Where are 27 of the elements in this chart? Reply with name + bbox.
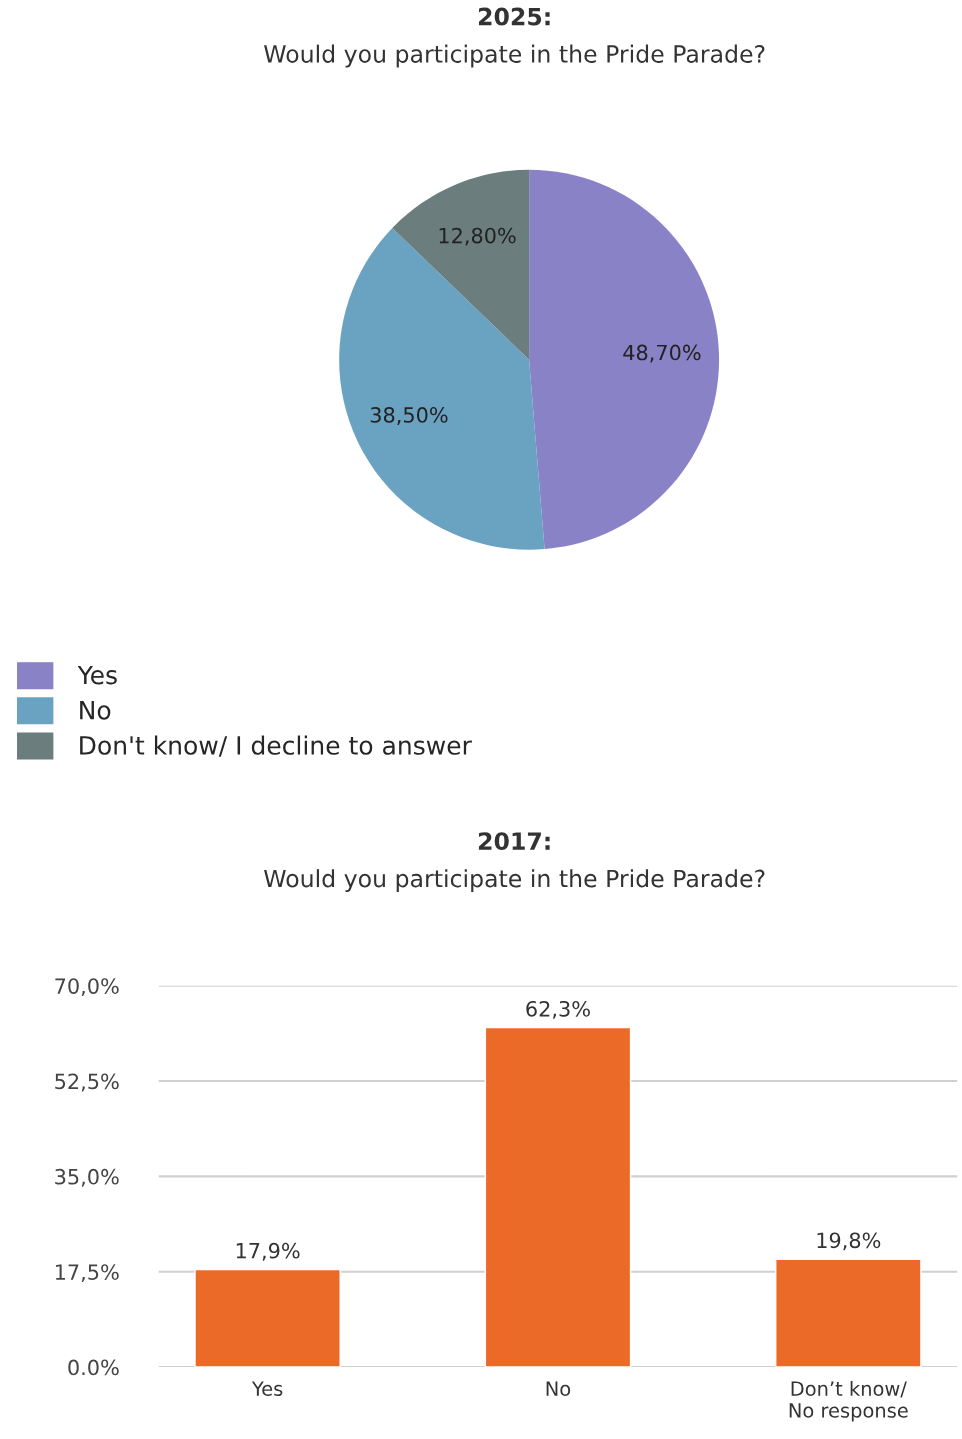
data-label: 17,9%	[236, 1242, 300, 1261]
data-label: 38,50%	[370, 407, 448, 425]
y-tick-label: 70,0%	[55, 978, 119, 997]
y-tick-label: 52,5%	[55, 1073, 119, 1092]
pie-slice	[529, 169, 719, 550]
chart-title: 2017:	[478, 832, 550, 851]
chart-subtitle: Would you participate in the Pride Parade?	[264, 44, 765, 68]
bar	[775, 1258, 922, 1368]
chart-subtitle: Would you participate in the Pride Parade?	[264, 869, 765, 893]
data-label: 62,3%	[526, 1000, 590, 1019]
y-tick-label: 35,0%	[55, 1168, 119, 1187]
y-tick-label: 17,5%	[55, 1264, 119, 1283]
x-tick-label: Don’t know/ No response	[789, 1380, 908, 1422]
data-label: 48,70%	[623, 344, 701, 363]
bar	[484, 1026, 632, 1368]
bar	[194, 1268, 341, 1368]
pie-slice	[339, 227, 545, 550]
x-tick-label: No	[546, 1381, 571, 1396]
y-tick-label: 0.0%	[68, 1359, 119, 1376]
legend-label: Yes	[77, 665, 117, 685]
data-label: 19,8%	[817, 1232, 881, 1251]
chart-title: 2025:	[478, 7, 550, 26]
data-label: 12,80%	[439, 227, 516, 246]
x-tick-label: Yes	[251, 1381, 283, 1396]
legend-label: No	[80, 701, 111, 720]
pie-slice	[392, 169, 530, 360]
legend-label: Don't know/ I decline to answer	[80, 735, 472, 757]
